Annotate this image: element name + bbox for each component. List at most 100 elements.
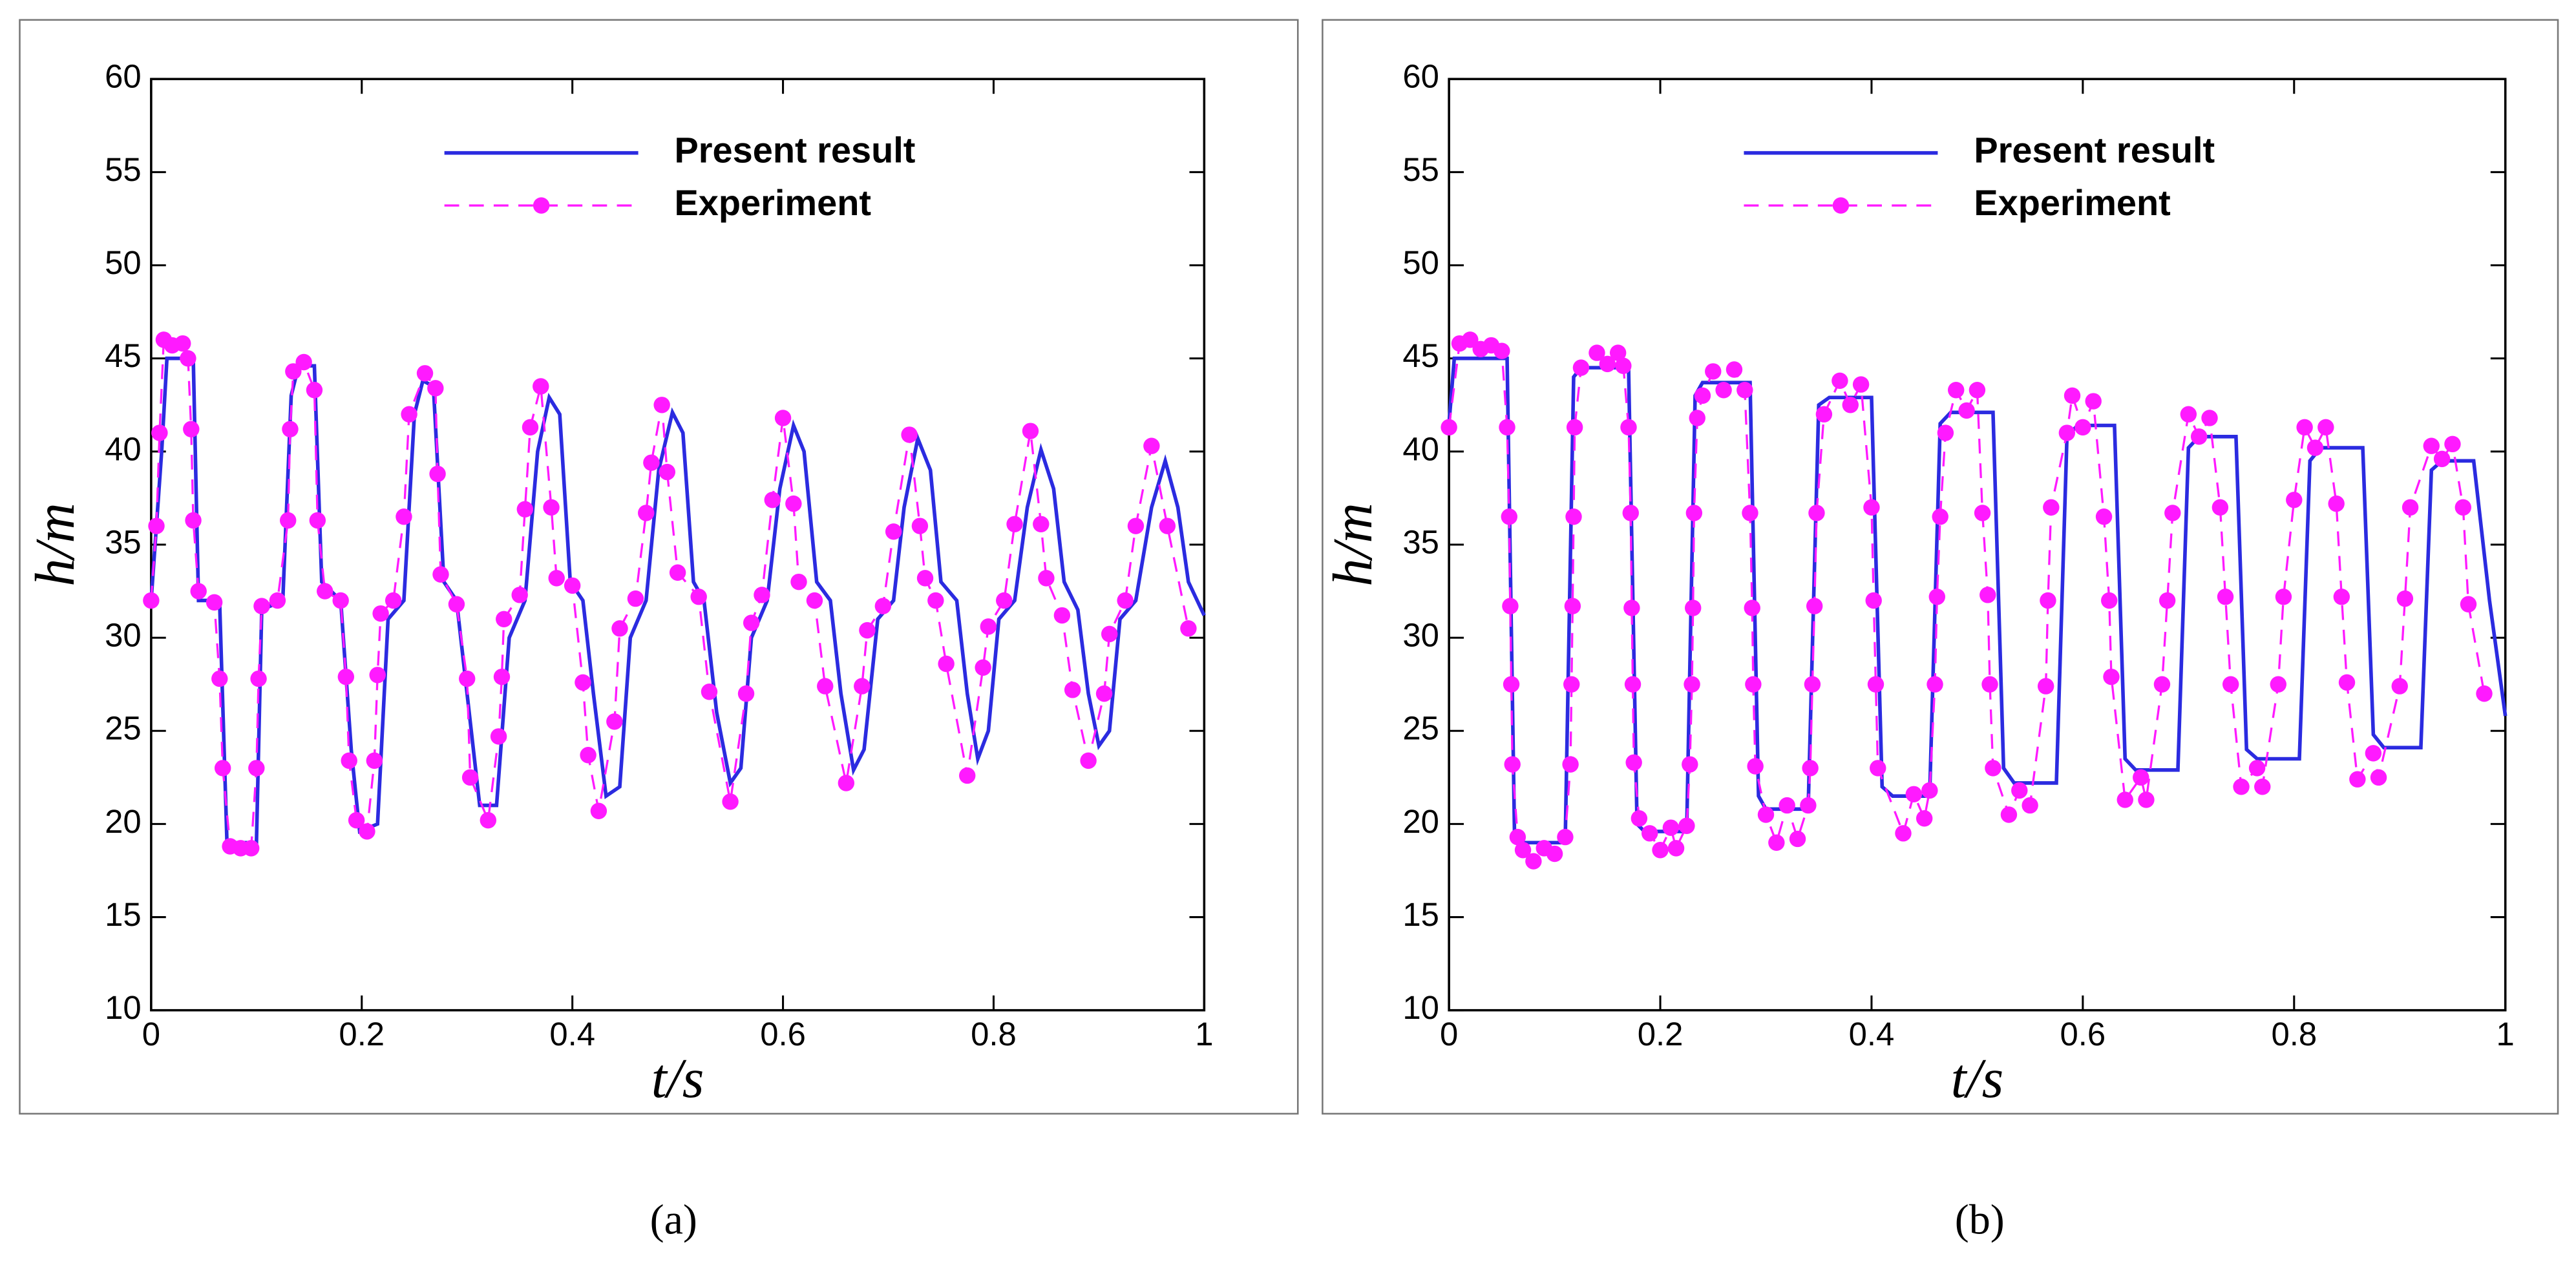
data-point — [790, 573, 807, 591]
y-tick-label: 25 — [105, 710, 142, 747]
x-tick-label: 0 — [1440, 1016, 1458, 1052]
legend-label: Experiment — [1974, 182, 2170, 223]
data-point — [2117, 791, 2133, 808]
data-point — [859, 622, 876, 639]
y-tick-label: 55 — [105, 151, 142, 188]
data-point — [1742, 505, 1758, 521]
data-point — [490, 728, 507, 745]
data-point — [1622, 505, 1639, 521]
series-line — [150, 337, 1190, 850]
plot-frame — [150, 78, 1206, 1012]
data-point — [1509, 828, 1526, 846]
data-point — [401, 406, 417, 423]
data-point — [1566, 419, 1583, 436]
data-point — [885, 523, 902, 540]
data-point — [151, 424, 168, 441]
data-point — [927, 592, 944, 609]
x-tick-label: 0.2 — [1638, 1016, 1684, 1052]
y-tick-label: 45 — [1402, 337, 1439, 374]
data-point — [1937, 424, 1954, 441]
data-point — [253, 598, 270, 614]
data-point — [1980, 587, 1996, 603]
data-point — [1525, 853, 1542, 870]
data-point — [959, 767, 976, 784]
data-point — [2043, 499, 2060, 516]
data-point — [516, 501, 534, 518]
series-line — [149, 356, 1206, 845]
data-point — [1705, 363, 1722, 380]
data-point — [332, 592, 349, 609]
data-point — [1499, 419, 1515, 436]
data-point — [817, 678, 834, 695]
y-tick-label: 60 — [105, 58, 142, 95]
data-point — [2254, 779, 2271, 795]
data-point — [461, 769, 479, 786]
data-point — [701, 684, 718, 700]
data-point — [764, 492, 781, 508]
data-point — [183, 421, 200, 437]
x-tick-label: 0.8 — [2271, 1016, 2317, 1052]
y-tick-label: 15 — [105, 896, 142, 933]
data-point — [754, 587, 770, 603]
data-point — [2159, 592, 2176, 609]
data-point — [1564, 598, 1581, 614]
data-point — [1726, 361, 1743, 378]
legend-marker — [1832, 197, 1850, 214]
data-point — [1101, 625, 1118, 643]
data-point — [1684, 600, 1702, 616]
data-point — [653, 397, 670, 413]
data-point — [1921, 782, 1938, 799]
data-point — [1958, 402, 1975, 419]
data-point — [480, 811, 497, 829]
data-point — [806, 592, 823, 609]
data-point — [2402, 499, 2419, 516]
data-point — [1053, 607, 1071, 624]
data-point — [2338, 674, 2356, 691]
data-point — [1863, 499, 1880, 516]
caption: (b) — [1955, 1196, 2005, 1243]
data-point — [1715, 382, 1732, 399]
data-point — [1504, 756, 1521, 773]
data-point — [295, 353, 312, 371]
y-tick-label: 10 — [105, 989, 142, 1026]
data-point — [2328, 495, 2345, 512]
data-point — [385, 592, 402, 609]
x-tick-label: 1 — [2497, 1016, 2515, 1052]
data-point — [180, 350, 196, 367]
x-tick-label: 0 — [142, 1016, 160, 1052]
data-point — [575, 674, 591, 691]
legend-marker — [533, 197, 550, 214]
data-point — [2138, 791, 2155, 808]
data-point — [1800, 797, 1817, 814]
data-point — [606, 713, 623, 730]
data-point — [416, 365, 434, 382]
y-tick-label: 45 — [105, 337, 142, 374]
x-tick-label: 0.6 — [2060, 1016, 2106, 1052]
data-point — [1768, 834, 1785, 851]
data-point — [366, 752, 383, 769]
y-axis-label: h/m — [24, 503, 86, 587]
data-point — [1494, 342, 1510, 359]
data-point — [1441, 419, 1457, 436]
chart: 10 15 20 25 30 35 40 45 50 55 60 0 0.2 0.4 0.6 0.8 1 t/s h… — [24, 58, 1214, 1244]
data-point — [511, 587, 528, 603]
data-point — [1117, 592, 1134, 609]
data-point — [1745, 676, 1762, 693]
data-point — [2365, 745, 2382, 762]
data-point — [1064, 682, 1081, 698]
y-tick-label: 30 — [1402, 617, 1439, 654]
data-point — [1620, 419, 1637, 436]
data-point — [543, 499, 560, 516]
data-point — [1927, 676, 1943, 693]
data-point — [2370, 769, 2387, 786]
data-point — [2444, 435, 2461, 453]
data-point — [1757, 806, 1775, 823]
y-tick-label: 40 — [1402, 430, 1439, 467]
legend-label: Experiment — [675, 182, 871, 223]
x-tick-label: 1 — [1195, 1016, 1213, 1052]
data-point — [1503, 676, 1520, 693]
data-point — [174, 335, 191, 352]
data-point — [911, 518, 929, 534]
